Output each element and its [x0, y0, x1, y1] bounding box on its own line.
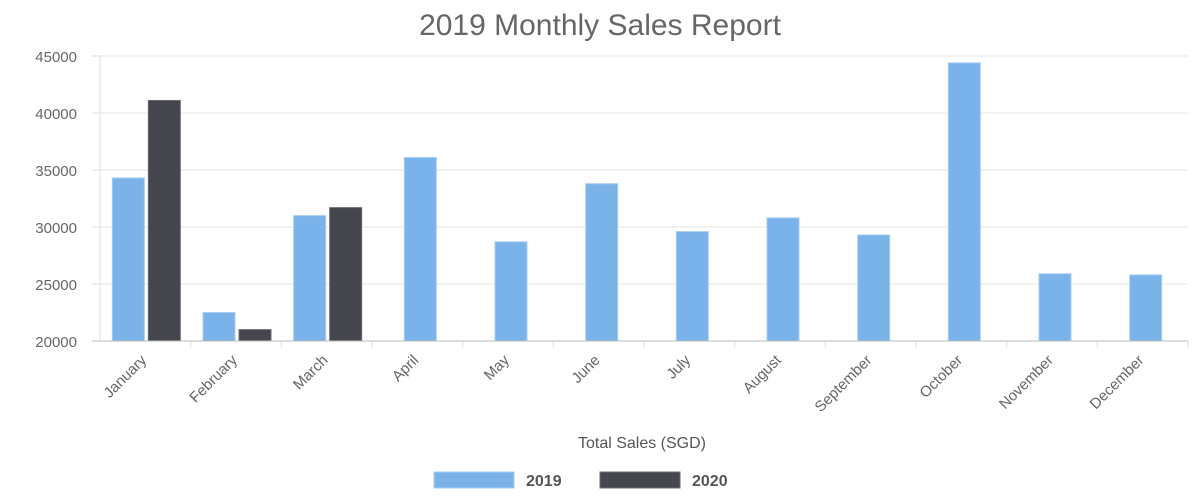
bar-2019-december[interactable]	[1129, 274, 1163, 342]
bar-2019-april[interactable]	[403, 156, 437, 342]
bar-2019-february[interactable]	[202, 312, 236, 342]
x-tick-label: June	[568, 352, 603, 387]
legend[interactable]: 2019 2020	[433, 471, 728, 490]
bar-2019-january[interactable]	[111, 177, 145, 342]
bar-2019-may[interactable]	[494, 241, 528, 342]
x-tick-label: April	[389, 352, 422, 385]
bar-2020-january[interactable]	[147, 99, 181, 342]
legend-label-2019[interactable]: 2019	[526, 473, 562, 490]
bar-2019-september[interactable]	[857, 234, 891, 342]
x-tick-label: January	[100, 351, 150, 401]
gridlines	[100, 55, 1188, 342]
bar-2020-march[interactable]	[329, 207, 363, 342]
legend-swatch-2020[interactable]	[599, 471, 681, 489]
legend-swatch-2019[interactable]	[433, 471, 515, 489]
y-tick-label: 25000	[35, 277, 77, 294]
x-axis: January February March April May June July Augu…	[92, 340, 1189, 416]
bar-2019-november[interactable]	[1038, 273, 1072, 342]
legend-label-2020[interactable]: 2020	[692, 473, 728, 490]
x-axis-title: Total Sales (SGD)	[578, 435, 706, 452]
x-tick-label: September	[812, 352, 876, 416]
x-tick-label: July	[663, 351, 694, 382]
y-axis: 20000 25000 30000 35000 40000 45000	[35, 49, 101, 351]
y-tick-label: 20000	[35, 334, 77, 351]
bar-2019-july[interactable]	[675, 231, 709, 342]
x-tick-label: October	[916, 352, 966, 402]
y-tick-label: 40000	[35, 106, 77, 123]
chart-title: 2019 Monthly Sales Report	[419, 9, 782, 42]
x-tick-label: August	[740, 351, 786, 397]
x-tick-label: December	[1087, 352, 1148, 413]
bars	[111, 62, 1163, 342]
x-tick-label: May	[481, 351, 513, 383]
x-tick-label: November	[996, 352, 1057, 413]
y-tick-label: 30000	[35, 220, 77, 237]
bar-2019-august[interactable]	[766, 217, 800, 342]
x-tick-label: March	[290, 352, 331, 393]
bar-2019-october[interactable]	[947, 62, 981, 342]
bar-2020-february[interactable]	[238, 329, 272, 342]
bar-2019-march[interactable]	[293, 215, 327, 342]
y-tick-label: 45000	[35, 49, 77, 66]
x-tick-label: February	[186, 351, 241, 406]
y-tick-label: 35000	[35, 163, 77, 180]
bar-2019-june[interactable]	[585, 183, 619, 342]
